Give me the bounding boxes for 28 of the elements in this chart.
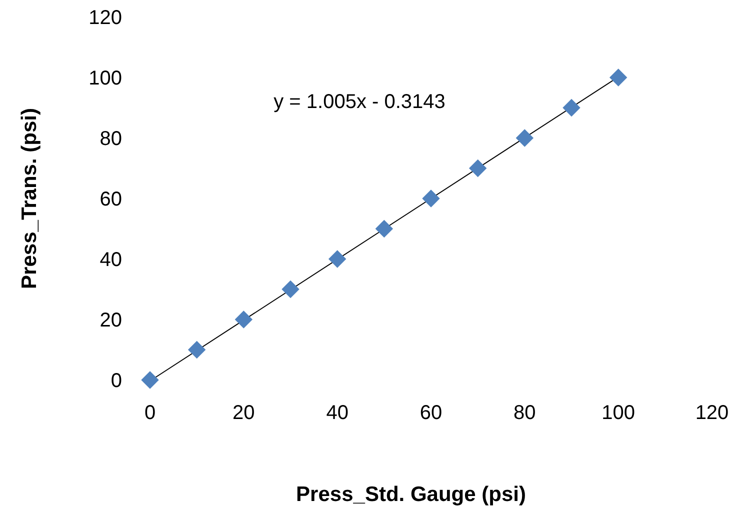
y-tick-label: 20 [100, 310, 122, 332]
y-tick-label: 80 [100, 128, 122, 150]
point [141, 371, 159, 389]
y-axis-title: Press_Trans. (psi) [18, 108, 41, 289]
point [234, 310, 253, 328]
x-tick-label: 40 [326, 402, 348, 424]
point [188, 340, 206, 359]
y-tick-label: 40 [100, 249, 122, 271]
x-tick-label: 0 [144, 402, 156, 424]
point [516, 129, 534, 147]
x-tick-label: 60 [420, 402, 442, 424]
x-tick-label: 80 [514, 402, 536, 424]
annotation: y = 1.005x - 0.3143 [274, 90, 446, 113]
y-tick-label: 120 [88, 7, 122, 29]
x-tick-label: 20 [232, 402, 255, 424]
x-axis-title: Press_Std. Gauge (psi) [296, 483, 526, 506]
point [468, 159, 487, 178]
x-tick-label: 120 [695, 402, 729, 424]
point [282, 280, 300, 298]
y-tick-label: 60 [100, 188, 122, 210]
y-tick-label: 0 [110, 370, 122, 392]
point [562, 98, 580, 117]
x-tick-label: 100 [602, 402, 636, 424]
point [328, 250, 346, 268]
point [375, 220, 394, 238]
point [422, 190, 440, 208]
y-tick-label: 100 [88, 68, 122, 90]
point [609, 68, 628, 86]
